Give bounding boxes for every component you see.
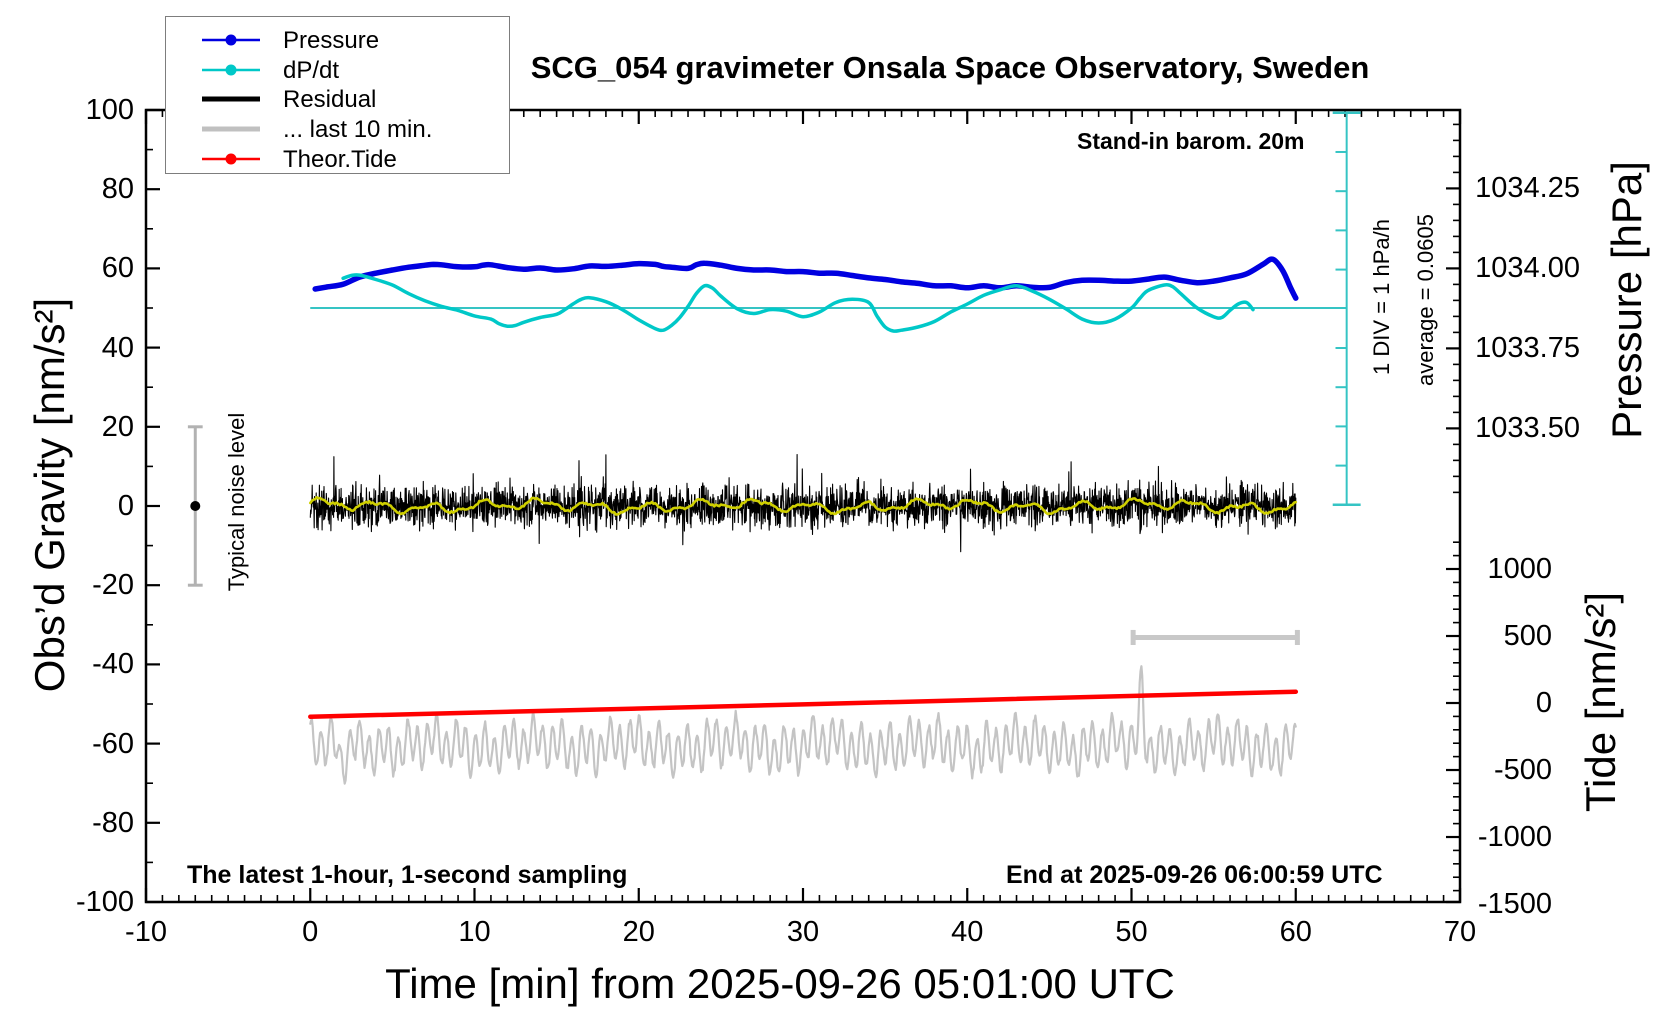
last10min-curve [309,665,1297,785]
noise-level-note: Typical noise level [224,412,249,592]
pressure-tick-label: 1033.50 [1475,412,1580,445]
x-tick-label: 70 [1443,916,1477,948]
legend-label: dP/dt [283,57,340,84]
y-left-tick-label: 100 [85,94,134,126]
pressure-line-swatch [202,34,260,46]
y-left-tick-label: -100 [75,886,134,918]
y-left-tick-label: 80 [101,173,134,206]
residual-smoothed-curve [309,496,1298,516]
legend-dot [225,64,237,76]
tide-tick-label: -500 [1493,754,1552,786]
theor-tide-curve [308,689,1299,719]
y-left-tick-label: 60 [101,252,134,285]
y-left-tick-label: -60 [92,727,134,760]
x-tick-label: 10 [458,916,491,948]
legend-dot [225,34,237,46]
x-tick-label: 50 [1115,916,1148,948]
pressure-tick-label: 1034.25 [1475,172,1580,205]
x-tick-label: 0 [302,916,319,948]
average-note: average = 0.0605 [1413,214,1438,386]
chart-title: SCG_054 gravimeter Onsala Space Observat… [530,50,1370,85]
y-right-tide-axis-title: Tide [nm/s²] [1577,591,1624,813]
legend-item-residual: Residual [166,85,509,115]
tide-tick-label: -1000 [1477,821,1552,854]
legend-label: Theor.Tide [283,146,397,173]
legend-label: Residual [283,86,377,113]
last10min-line-swatch [202,126,260,132]
x-tick-label: 60 [1279,916,1312,948]
theor-tide-line-swatch [202,153,260,165]
dpdt-curve [341,273,1255,333]
tide-tick-label: -1500 [1477,888,1552,921]
y-left-tick-label: 40 [101,331,134,364]
x-axis-title: Time [min] from 2025-09-26 05:01:00 UTC [385,960,1175,1007]
x-tick-label: 30 [786,916,820,948]
legend-item-theor-tide: Theor.Tide [166,145,509,175]
x-tick-label: 20 [622,916,655,948]
legend-label: ... last 10 min. [283,116,433,143]
tide-tick-label: 0 [1535,687,1552,719]
end-time-note: End at 2025-09-26 06:00:59 UTC [1006,861,1383,889]
y-left-tick-label: -80 [92,806,134,839]
legend-item-last10min: ... last 10 min. [166,115,509,145]
noise-errorbar-dot [190,501,201,511]
y-left-tick-label: -40 [92,648,134,681]
pressure-tick-label: 1034.00 [1475,252,1580,285]
x-tick-label: 40 [951,916,984,948]
legend-dot [225,153,237,165]
dpdt-line-swatch [202,64,260,76]
sampling-note: The latest 1-hour, 1-second sampling [187,861,628,889]
legend-box: Pressure dP/dt Residual ... last 10 min.… [165,16,510,174]
pressure-tick-label: 1033.75 [1475,332,1580,365]
residual-line-swatch [202,96,260,102]
x-tick-label: -10 [125,916,167,948]
y-left-tick-label: -20 [92,569,134,602]
pressure-curve [312,256,1299,301]
standin-barometer-note: Stand-in barom. 20m [1077,128,1305,154]
tide-tick-label: 1000 [1487,553,1552,585]
legend-item-pressure: Pressure [166,26,509,56]
y-left-tick-label: 20 [101,410,134,443]
legend-item-dpdt: dP/dt [166,56,509,86]
y-right-pressure-axis-title: Pressure [hPa] [1603,161,1650,439]
y-left-tick-label: 0 [117,490,134,522]
legend-label: Pressure [283,27,380,54]
residual-noise-band [309,453,1297,553]
div-scale-note: 1 DIV = 1 hPa/h [1369,219,1394,375]
tide-tick-label: 500 [1503,620,1552,652]
